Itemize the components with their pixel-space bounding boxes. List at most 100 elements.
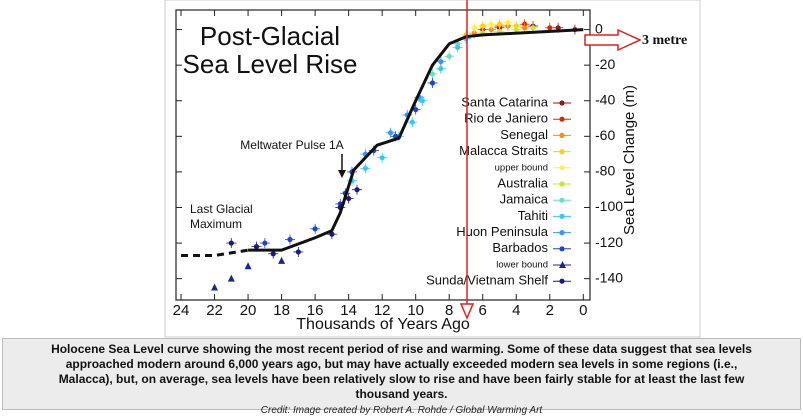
chart-title: Sea Level Rise [183,49,358,79]
data-point [488,21,494,27]
annotation: Meltwater Pulse 1A [240,138,343,152]
data-point [530,25,536,31]
data-point [312,226,318,232]
legend-marker [559,100,565,106]
legend-marker [559,213,565,219]
x-tick-label: 8 [445,302,453,319]
x-tick-label: 18 [273,302,290,319]
legend-bg [452,257,577,273]
x-tick-label: 20 [240,302,257,319]
y-tick-label: 0 [595,20,603,36]
x-axis-label: Thousands of Years Ago [296,316,470,333]
legend-bg [452,159,577,176]
legend-bg [452,273,577,290]
data-point [362,165,369,171]
data-point [329,231,335,237]
annotation-arrowhead [338,170,346,178]
data-point [471,25,477,31]
legend-label: Australia [497,175,548,190]
legend-bg [452,224,577,241]
legend-bg [452,127,577,144]
y-tick-label: -40 [595,91,615,107]
data-point [278,256,286,264]
sea-level-curve [248,28,584,252]
data-point [480,23,486,29]
legend-label: Huon Peninsula [456,224,549,239]
data-point [419,98,425,104]
data-point [488,26,494,33]
legend-bg [452,192,577,209]
data-point [438,58,444,65]
legend-marker [559,181,565,187]
y-axis-label: Sea Level Change (m) [621,85,638,235]
data-point [227,274,235,282]
y-tick-label: -120 [595,234,623,250]
legend-marker [559,149,565,155]
chart: Post-Glacial Sea Level Rise Thousands of… [164,0,701,338]
x-tick-label: 12 [374,302,391,319]
data-point [454,44,461,50]
data-point [253,244,260,250]
red-arrow-down [459,303,475,320]
y-tick-label: -140 [595,269,623,285]
legend-label: Santa Catarina [461,94,548,109]
data-point [244,262,252,270]
x-tick-label: 2 [546,302,554,319]
red-arrow-right [584,28,642,52]
data-point [354,187,360,193]
legend-marker [559,278,565,284]
data-point [429,80,436,86]
legend-bg [452,95,577,111]
data-point [555,25,561,31]
data-point [409,119,415,125]
data-point [379,155,385,161]
data-point [211,283,219,291]
legend-marker [559,246,565,252]
legend-bg [452,143,577,160]
x-tick-label: 4 [512,302,520,319]
legend-marker [559,197,565,203]
data-point [496,21,503,27]
legend-marker [559,230,565,236]
y-tick-label: -60 [595,127,615,143]
plot-frame [175,9,591,301]
legend-bg [452,240,577,257]
caption: Holocene Sea Level curve showing the mos… [51,342,752,401]
credit: Credit: Image created by Robert A. Rohde… [260,405,543,416]
chart-title: Post-Glacial [200,21,340,51]
data-point [270,251,276,257]
x-tick-label: 6 [479,302,487,319]
data-point [228,240,234,246]
data-point [346,195,352,202]
data-point [413,107,419,113]
data-point [262,240,268,246]
data-point [438,66,444,72]
legend-marker [559,116,565,122]
plot: 24 22 20 18 16 14 12 10 8 6 4 2 00-20-40-60-80-100-1… [173,10,623,319]
legend-bg [452,111,577,128]
x-tick-label: 24 [173,302,190,319]
legend-label: Tahiti [518,208,548,223]
y-tick-label: -100 [595,198,623,214]
legend-label: Malacca Straits [459,143,548,158]
data-point [522,25,528,31]
legend-label: Jamaica [500,192,549,207]
data-point [387,130,394,136]
x-tick-label: 16 [307,302,324,319]
data-point [513,26,519,33]
legend-label: lower bound [496,260,548,271]
legend-marker [559,132,565,138]
legend-marker [559,165,565,171]
image-frame [164,0,701,338]
data-point [547,25,553,31]
legend-label: Sunda/Vietnam Shelf [426,273,548,288]
annotation: 3 metre [642,33,687,48]
y-tick-label: -80 [595,163,615,179]
annotation: Last Glacial [190,202,253,216]
legend-label: upper bound [495,162,548,173]
data-point [295,249,301,255]
caption-box: Holocene Sea Level curve showing the mos… [2,338,801,416]
legend-bg [452,208,577,225]
x-tick-label: 14 [340,302,357,319]
